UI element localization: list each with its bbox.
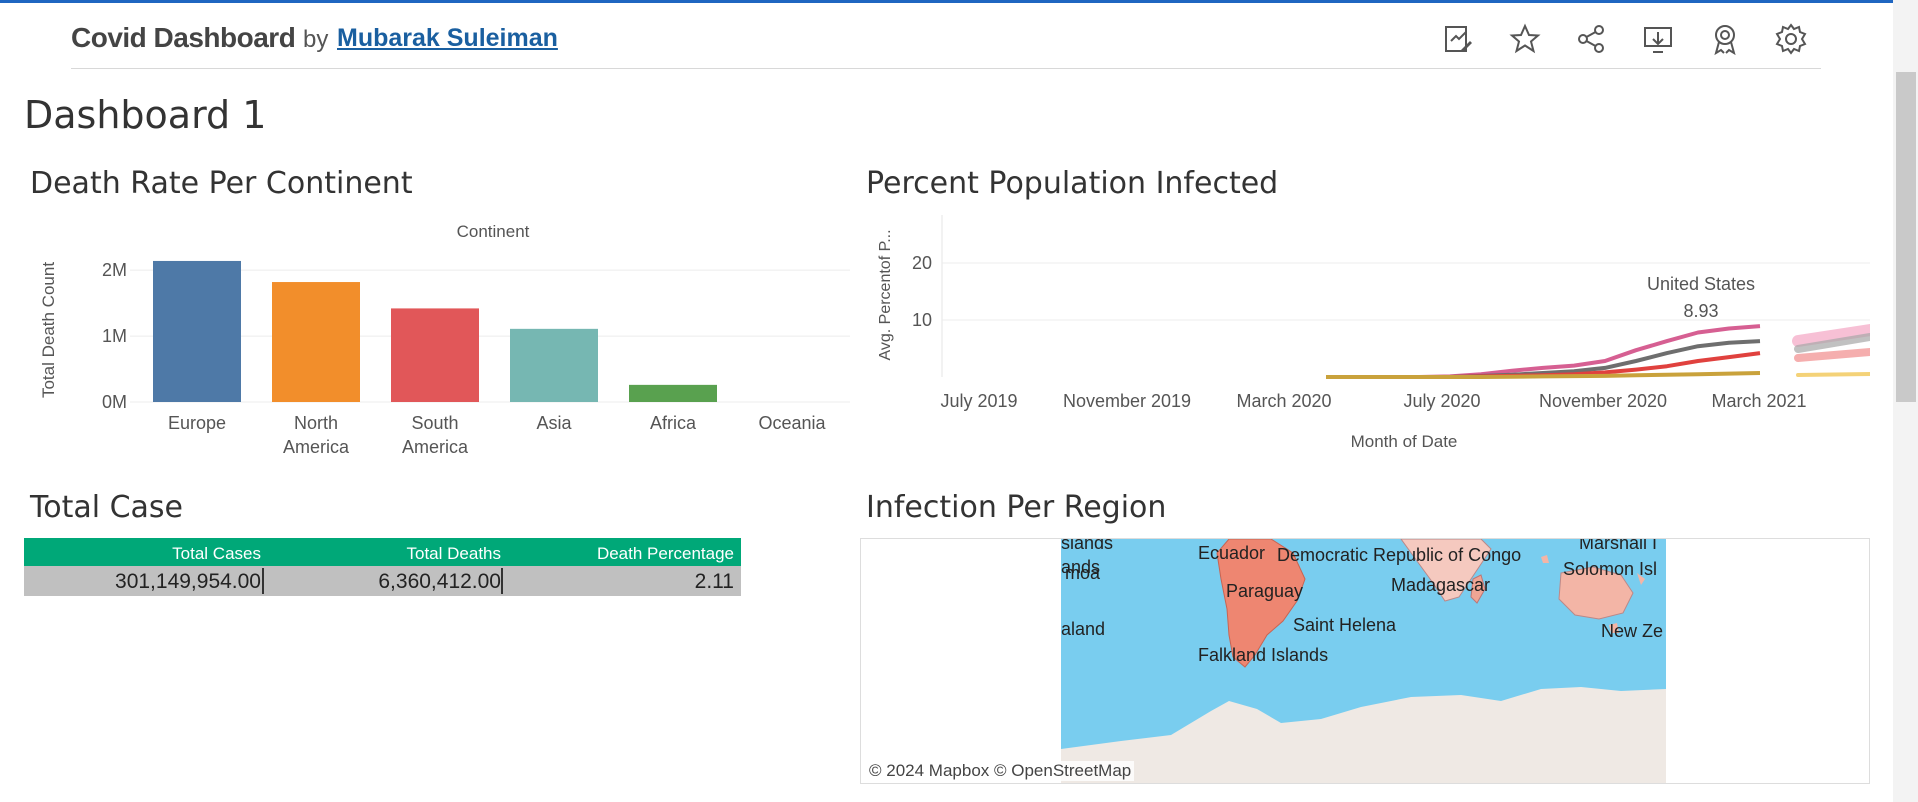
cell-death-percentage[interactable]: 2.11: [694, 570, 734, 593]
line-forecast-band-1: [1792, 324, 1870, 347]
bar-category-label: Oceania: [758, 413, 826, 433]
line-xtick-label: March 2020: [1236, 391, 1331, 411]
map-label-paraguay: Paraguay: [1226, 581, 1304, 601]
bar-south-america: [391, 308, 479, 402]
cell-total-deaths[interactable]: 6,360,412.00: [378, 570, 501, 593]
map-label-new-zealand: New Ze: [1601, 621, 1664, 641]
scrollbar-thumb[interactable]: [1896, 72, 1916, 402]
map-label-ecuador: Ecuador: [1198, 543, 1266, 563]
bar-ytick-label: 2M: [102, 260, 127, 280]
bar-ylabel: Total Death Count: [39, 262, 58, 398]
total-case-title: Total Case: [30, 490, 184, 525]
line-forecast-band-2: [1794, 333, 1870, 353]
map-label-moa: moa: [1065, 563, 1101, 583]
table-header-row: Total Cases Total Deaths Death Percentag…: [24, 538, 741, 566]
bar-ytick-label: 1M: [102, 326, 127, 346]
map-canvas[interactable]: slands ands moa aland Ecuador Democratic…: [1061, 539, 1666, 783]
cell-divider: [262, 568, 264, 594]
line-annotation-value: 8.93: [1683, 301, 1718, 321]
bar-europe: [153, 260, 241, 402]
badge-icon[interactable]: [1708, 22, 1742, 56]
by-label: by: [303, 26, 329, 53]
bar-north-america: [272, 282, 360, 402]
map-label-ands: ands: [1061, 557, 1101, 577]
line-series-2: [1326, 339, 1761, 379]
bar-africa: [629, 384, 717, 402]
line-series-4: [1326, 371, 1761, 379]
bar-category-label: Asia: [536, 413, 572, 433]
star-icon[interactable]: [1508, 22, 1542, 56]
total-case-table: Total Cases Total Deaths Death Percentag…: [24, 538, 741, 596]
line-ytick-label: 20: [912, 253, 932, 273]
dashboard-title: Dashboard 1: [24, 93, 267, 137]
map-copyright[interactable]: © 2024 Mapbox © OpenStreetMap: [866, 761, 1135, 781]
bar-column-header: Continent: [457, 222, 530, 241]
death-rate-bar-chart: Continent Total Death Count 2M 1M 0M Europe No…: [39, 222, 850, 457]
table-row: 301,149,954.00 6,360,412.00 2.11: [24, 566, 741, 596]
line-xtick-label: November 2019: [1063, 391, 1191, 411]
line-ylabel: Avg. Percentof P...: [877, 229, 894, 360]
bar-category-label: Africa: [650, 413, 697, 433]
line-xtick-label: November 2020: [1539, 391, 1667, 411]
bar-category-label: America: [402, 437, 469, 457]
line-ytick-label: 10: [912, 310, 932, 330]
line-series-1: [1326, 324, 1761, 379]
death-rate-title: Death Rate Per Continent: [30, 166, 413, 201]
percent-infected-title: Percent Population Infected: [866, 166, 1279, 201]
line-forecast-band-4: [1796, 372, 1870, 377]
workbook-title: Covid Dashboard: [71, 22, 296, 53]
infection-region-map[interactable]: slands ands moa aland Ecuador Democratic…: [860, 538, 1870, 784]
bar-ytick-label: 0M: [102, 392, 127, 412]
share-icon[interactable]: [1574, 22, 1608, 56]
map-label-madagascar: Madagascar: [1391, 575, 1491, 595]
bar-category-label: Europe: [168, 413, 226, 433]
map-label-marshall: Marshall I: [1579, 539, 1658, 553]
line-xlabel: Month of Date: [1351, 432, 1458, 451]
header-death-percentage[interactable]: Death Percentage: [596, 544, 734, 563]
header-total-deaths[interactable]: Total Deaths: [406, 544, 502, 563]
cell-total-cases[interactable]: 301,149,954.00: [115, 570, 261, 593]
gear-icon[interactable]: [1774, 22, 1808, 56]
map-landmass: [1061, 539, 1666, 783]
map-label-aland: aland: [1061, 619, 1106, 639]
map-label-drc: Democratic Republic of Congo: [1277, 545, 1522, 565]
bar-category-label: South: [411, 413, 458, 433]
download-icon[interactable]: [1641, 22, 1675, 56]
percent-infected-line-chart: Avg. Percentof P... 20 10 July 2019 November…: [877, 215, 1870, 451]
map-label-falkland-islands: Falkland Islands: [1198, 645, 1329, 665]
bar-category-label: America: [283, 437, 350, 457]
author-link[interactable]: Mubarak Suleiman: [337, 24, 558, 52]
bar-category-label: North: [294, 413, 338, 433]
line-xtick-label: March 2021: [1711, 391, 1806, 411]
bar-asia: [510, 328, 598, 402]
map-label-saint-helena: Saint Helena: [1293, 615, 1397, 635]
infection-region-title: Infection Per Region: [866, 490, 1167, 525]
line-xtick-label: July 2020: [1403, 391, 1480, 411]
line-annotation-label: United States: [1647, 274, 1755, 294]
line-xtick-label: July 2019: [940, 391, 1017, 411]
edit-icon[interactable]: [1441, 22, 1475, 56]
header-total-cases[interactable]: Total Cases: [172, 544, 261, 563]
top-accent-bar: [0, 0, 1918, 3]
viz-header: Covid Dashboard by Mubarak Suleiman: [71, 4, 1821, 69]
map-label-solomon: Solomon Isl: [1563, 559, 1658, 579]
cell-divider: [501, 568, 503, 594]
map-label-islands: slands: [1061, 539, 1114, 553]
line-forecast-band-3: [1794, 348, 1870, 362]
